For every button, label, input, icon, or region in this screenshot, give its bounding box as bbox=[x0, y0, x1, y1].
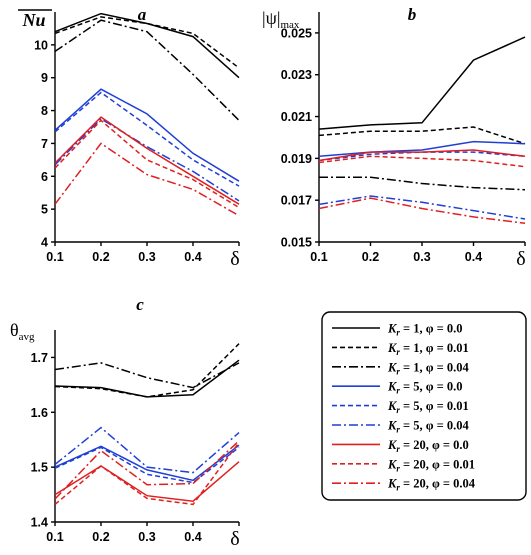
series-line-b-9 bbox=[319, 197, 526, 224]
x-tick-label: 0.4 bbox=[184, 530, 201, 544]
y-tick-label: 0.021 bbox=[281, 110, 312, 124]
series-line-b-4 bbox=[319, 140, 526, 158]
x-axis-label: δ bbox=[230, 248, 239, 270]
legend-label: Kr = 1, φ = 0.0 bbox=[387, 322, 463, 338]
y-tick-label: 9 bbox=[41, 71, 48, 85]
panel-letter: c bbox=[136, 295, 144, 314]
x-axis-label: δ bbox=[230, 528, 239, 550]
series-line-b-6 bbox=[319, 195, 526, 220]
legend-label: Kr = 5, φ = 0.01 bbox=[387, 399, 469, 415]
y-tick-label: 4 bbox=[41, 236, 48, 250]
series-line-c-6 bbox=[55, 426, 240, 474]
y-tick-label: 6 bbox=[41, 170, 48, 184]
legend-box bbox=[321, 311, 527, 501]
x-tick-label: 0.4 bbox=[465, 250, 482, 264]
y-tick-label: 7 bbox=[41, 137, 48, 151]
legend-label: Kr = 1, φ = 0.01 bbox=[387, 341, 469, 357]
legend-label: Kr = 1, φ = 0.04 bbox=[387, 360, 470, 376]
y-tick-label: 0.019 bbox=[281, 152, 312, 166]
x-tick-label: 0.1 bbox=[46, 250, 63, 264]
legend-label: Kr = 5, φ = 0.04 bbox=[387, 419, 470, 435]
y-axis-label: Nu bbox=[21, 10, 45, 30]
x-tick-label: 0.3 bbox=[138, 250, 155, 264]
x-axis-label: δ bbox=[516, 248, 525, 270]
series-line-c-1 bbox=[55, 359, 240, 398]
y-tick-label: 1.6 bbox=[31, 406, 48, 420]
legend-label: Kr = 20, φ = 0.01 bbox=[387, 457, 475, 473]
x-tick-label: 0.4 bbox=[184, 250, 201, 264]
x-tick-label: 0.3 bbox=[138, 530, 155, 544]
series-line-a-8 bbox=[55, 119, 240, 209]
y-tick-label: 0.015 bbox=[281, 236, 312, 250]
y-tick-label: 1.7 bbox=[31, 351, 48, 365]
x-tick-label: 0.1 bbox=[46, 530, 63, 544]
x-tick-label: 0.1 bbox=[310, 250, 327, 264]
y-tick-label: 1.4 bbox=[31, 516, 48, 530]
panel-letter: b bbox=[408, 5, 417, 24]
series-line-c-2 bbox=[55, 343, 240, 398]
y-tick-label: 10 bbox=[34, 38, 48, 52]
series-line-c-4 bbox=[55, 444, 240, 482]
series-line-c-8 bbox=[55, 442, 240, 506]
y-tick-label: 1.5 bbox=[31, 461, 48, 475]
series-line-b-8 bbox=[319, 155, 526, 168]
series-line-a-9 bbox=[55, 142, 240, 217]
series-line-c-9 bbox=[55, 440, 240, 500]
x-tick-label: 0.2 bbox=[92, 530, 109, 544]
series-line-a-6 bbox=[55, 117, 240, 202]
panel-c-temperature: 1.4 1.5 1.6 1.7 0.1 0.2 0.3 0.4 δ c θavg bbox=[10, 295, 240, 550]
panel-a-nusselt: 4 5 6 7 8 9 10 0.1 0.2 0.3 0.4 δ a Nu bbox=[18, 5, 240, 270]
y-tick-label: 0.017 bbox=[281, 194, 312, 208]
series-line-a-3 bbox=[55, 19, 240, 121]
legend-label: Kr = 20, φ = 0.04 bbox=[387, 477, 476, 493]
series-line-b-2 bbox=[319, 126, 526, 145]
legend: Kr = 1, φ = 0.0 Kr = 1, φ = 0.01 Kr = 1, φ… bbox=[321, 311, 527, 501]
series-line-b-1 bbox=[319, 36, 526, 130]
panel-letter: a bbox=[138, 5, 147, 24]
series-line-b-7 bbox=[319, 149, 526, 162]
series-line-a-2 bbox=[55, 16, 240, 69]
y-tick-label: 5 bbox=[41, 203, 48, 217]
y-axis-label: θavg bbox=[10, 320, 35, 343]
x-tick-label: 0.3 bbox=[413, 250, 430, 264]
legend-label: Kr = 5, φ = 0.0 bbox=[387, 380, 463, 396]
panel-b-stream-function: 0.015 0.017 0.019 0.021 0.023 0.025 0.1 0.2 0.3 0… bbox=[262, 5, 526, 270]
series-line-a-5 bbox=[55, 91, 240, 187]
series-line-c-3 bbox=[55, 362, 240, 389]
series-line-a-4 bbox=[55, 88, 240, 182]
series-line-a-7 bbox=[55, 116, 240, 205]
x-tick-label: 0.2 bbox=[92, 250, 109, 264]
x-tick-label: 0.2 bbox=[362, 250, 379, 264]
series-line-c-7 bbox=[55, 461, 240, 502]
y-tick-label: 8 bbox=[41, 104, 48, 118]
legend-label: Kr = 20, φ = 0.0 bbox=[387, 438, 469, 454]
y-axis-label: |ψ|max bbox=[262, 8, 300, 31]
series-line-b-5 bbox=[319, 151, 526, 162]
series-line-b-3 bbox=[319, 176, 526, 191]
series-line-a-1 bbox=[55, 12, 240, 79]
series-line-c-5 bbox=[55, 446, 240, 484]
y-tick-label: 0.025 bbox=[281, 26, 312, 40]
y-tick-label: 0.023 bbox=[281, 68, 312, 82]
